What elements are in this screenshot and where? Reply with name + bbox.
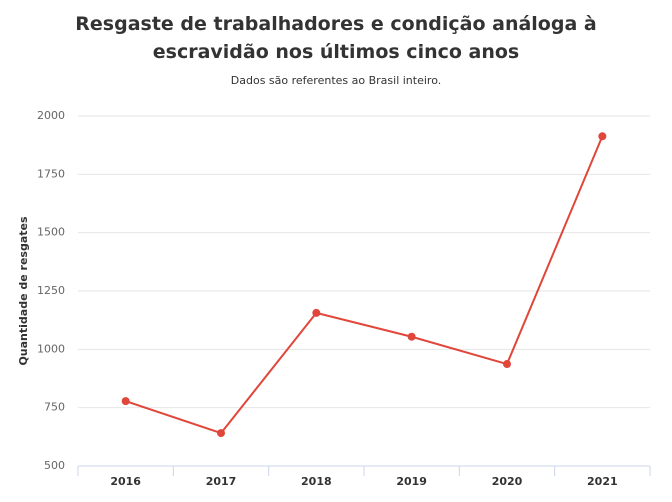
point: [407, 332, 416, 341]
y-tick-label: 1500: [37, 226, 65, 239]
y-axis-label: Quantidade de resgates: [17, 216, 30, 366]
chart-subtitle: Dados são referentes ao Brasil inteiro.: [230, 74, 442, 87]
x-tick-label: 2018: [301, 475, 332, 488]
y-tick-label: 500: [44, 459, 65, 472]
x-tick-label: 2016: [110, 475, 141, 488]
y-tick-label: 1250: [37, 284, 65, 297]
point: [217, 429, 225, 438]
y-tick-label: 2000: [37, 109, 65, 122]
point: [503, 360, 511, 369]
x-tick-label: 2019: [396, 475, 427, 488]
x-tick-label: 2020: [492, 475, 523, 488]
point: [598, 132, 607, 141]
y-tick-label: 1000: [37, 342, 65, 355]
line: [125, 135, 604, 435]
y-tick-label: 750: [44, 401, 65, 414]
y-tick-label: 1750: [37, 167, 65, 180]
x-tick-label: 2021: [587, 475, 618, 488]
point: [121, 397, 130, 406]
x-tick-label: 2017: [206, 475, 237, 488]
chart-title: Resgaste de trabalhadores e condição aná…: [75, 13, 597, 63]
point: [312, 308, 321, 317]
